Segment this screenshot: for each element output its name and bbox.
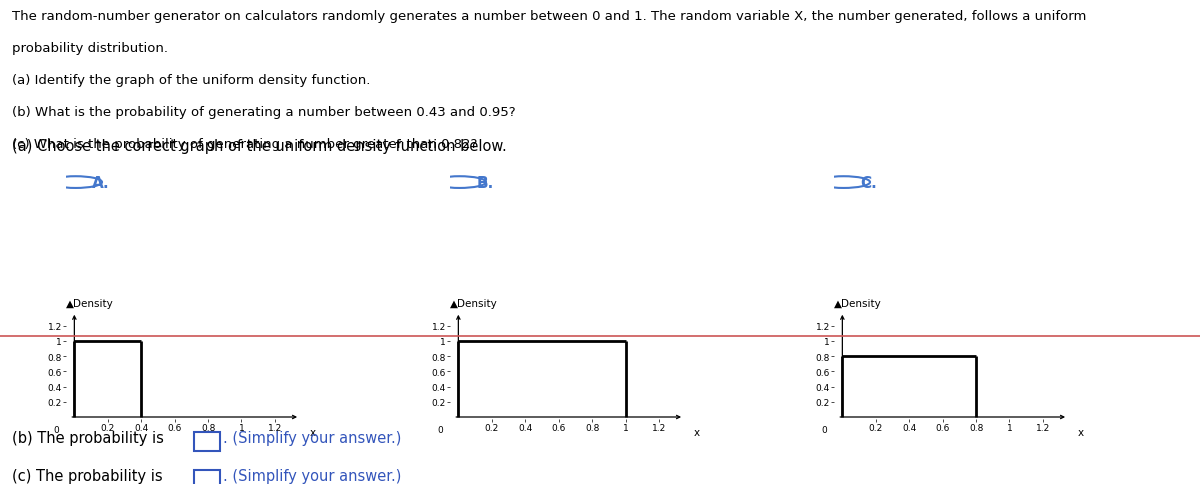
FancyBboxPatch shape — [194, 432, 220, 451]
Text: 0: 0 — [821, 425, 827, 434]
Text: x: x — [1078, 427, 1084, 437]
Text: 0: 0 — [437, 425, 443, 434]
Text: (c) What is the probability of generating a number greater than 0.82?: (c) What is the probability of generatin… — [12, 137, 478, 151]
Text: x: x — [310, 427, 316, 437]
Text: ▲Density: ▲Density — [450, 298, 498, 308]
Text: ▲Density: ▲Density — [834, 298, 882, 308]
Text: B.: B. — [476, 175, 493, 190]
Text: ...: ... — [595, 332, 605, 341]
Text: A.: A. — [92, 175, 110, 190]
Text: . (Simplify your answer.): . (Simplify your answer.) — [222, 431, 401, 445]
Text: (a) Choose the correct graph of the uniform density function below.: (a) Choose the correct graph of the unif… — [12, 138, 506, 153]
Text: (b) The probability is: (b) The probability is — [12, 431, 164, 445]
Text: (b) What is the probability of generating a number between 0.43 and 0.95?: (b) What is the probability of generatin… — [12, 106, 516, 119]
Text: (c) The probability is: (c) The probability is — [12, 469, 163, 483]
Text: The random-number generator on calculators randomly generates a number between 0: The random-number generator on calculato… — [12, 10, 1086, 23]
Text: . (Simplify your answer.): . (Simplify your answer.) — [222, 469, 401, 483]
Text: 0: 0 — [53, 425, 59, 434]
Text: (a) Identify the graph of the uniform density function.: (a) Identify the graph of the uniform de… — [12, 74, 371, 87]
FancyBboxPatch shape — [194, 470, 220, 484]
Text: x: x — [694, 427, 700, 437]
Text: C.: C. — [860, 175, 877, 190]
FancyBboxPatch shape — [562, 326, 638, 347]
Text: probability distribution.: probability distribution. — [12, 42, 168, 55]
Text: ▲Density: ▲Density — [66, 298, 114, 308]
